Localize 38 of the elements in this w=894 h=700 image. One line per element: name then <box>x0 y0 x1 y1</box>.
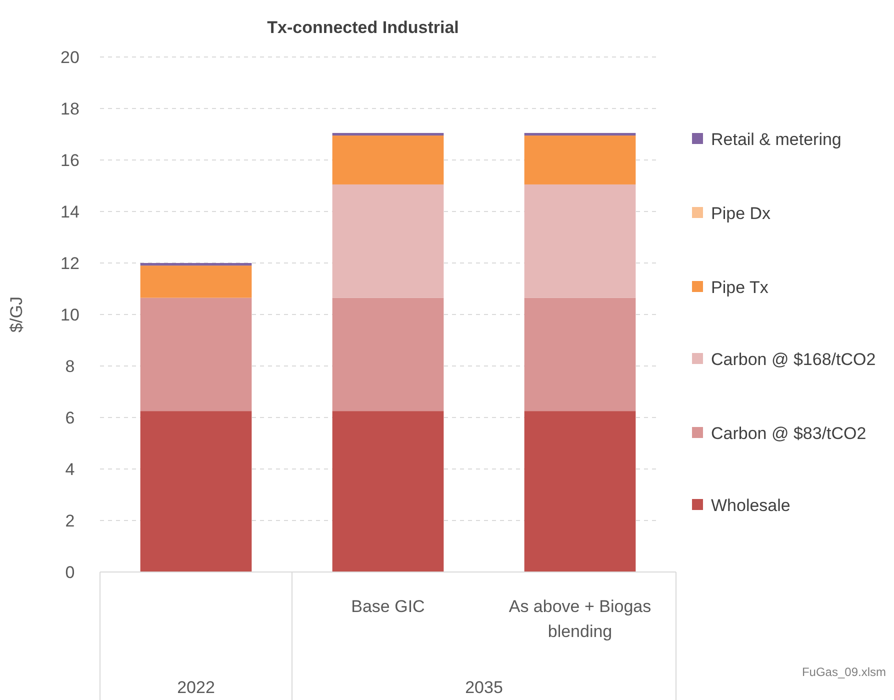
y-tick-label: 12 <box>60 254 80 273</box>
y-tick-label: 0 <box>65 562 75 582</box>
y-tick-label: 2 <box>65 511 75 530</box>
bar <box>140 263 252 266</box>
bar <box>332 184 444 298</box>
bar <box>524 298 636 412</box>
chart-title: Tx-connected Industrial <box>267 18 459 37</box>
bar <box>332 136 444 184</box>
legend-label: Carbon @ $83/tCO2 <box>711 424 866 443</box>
x-tick-label: As above + Biogas blending <box>508 597 652 641</box>
text: 2035 <box>465 678 503 697</box>
text: 2022 <box>177 678 215 697</box>
bar <box>524 184 636 298</box>
legend-label: Retail & metering <box>711 130 842 149</box>
y-tick-label: 20 <box>60 48 80 67</box>
y-tick-label: 14 <box>60 202 80 222</box>
bar <box>524 411 636 572</box>
bar <box>524 136 636 184</box>
legend-label: Carbon @ $168/tCO2 <box>711 350 876 369</box>
y-tick-label: 8 <box>65 356 75 376</box>
bar <box>524 132 636 136</box>
y-tick-label: 4 <box>65 460 75 479</box>
y-tick-label: 6 <box>65 408 75 428</box>
bar <box>140 411 252 572</box>
bar <box>140 266 252 298</box>
y-axis-title: $/GJ <box>7 296 26 332</box>
y-tick-label: 18 <box>60 99 80 118</box>
bar <box>332 132 444 136</box>
x-tick-label: Base GIC <box>351 597 425 616</box>
bar <box>332 411 444 572</box>
y-tick-label: 16 <box>60 150 80 170</box>
legend-label: Wholesale <box>711 496 790 515</box>
bar <box>140 298 252 412</box>
bar <box>332 298 444 412</box>
y-tick-label: 10 <box>60 305 80 324</box>
legend-label: Pipe Dx <box>711 204 772 223</box>
legend-label: Pipe Tx <box>711 278 769 297</box>
text: FuGas_09.xlsm <box>802 665 886 679</box>
